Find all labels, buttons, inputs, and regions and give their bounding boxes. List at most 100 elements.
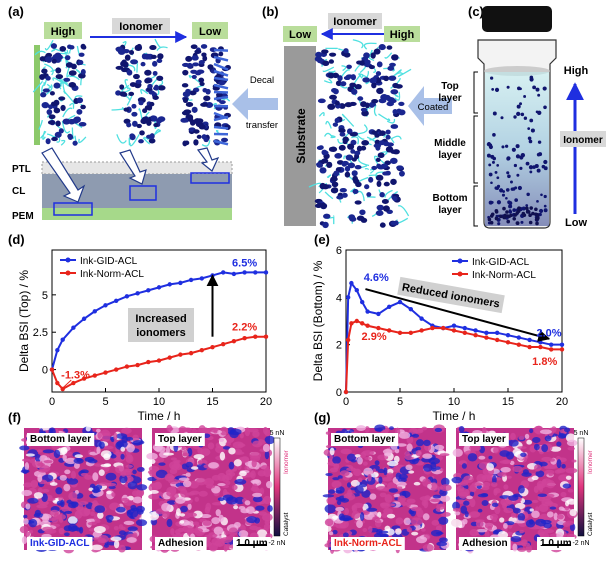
ink-particle <box>506 188 510 192</box>
catalyst-particle <box>152 61 157 67</box>
y-axis-label: Delta BSI (Bottom) / % <box>311 260 325 381</box>
catalyst-particle <box>347 143 354 149</box>
data-point <box>419 316 423 320</box>
x-tick-label: 20 <box>260 396 272 408</box>
ink-particle <box>506 156 510 160</box>
ink-particle <box>516 144 520 148</box>
catalyst-particle <box>133 74 140 79</box>
sediment-particle <box>488 218 492 222</box>
catalyst-particle <box>51 43 57 49</box>
data-point <box>55 348 59 352</box>
ink-particle <box>526 193 529 196</box>
catalyst-particle <box>130 134 136 140</box>
colorbar-ionomer: Ionomer <box>283 449 290 474</box>
catalyst-particle <box>391 54 399 60</box>
colorbar <box>578 438 584 536</box>
top-layer-label: Top layer <box>462 434 506 445</box>
catalyst-particle <box>329 53 336 57</box>
top-layer-label: Top layer <box>158 434 202 445</box>
data-point <box>114 367 118 371</box>
sediment-particle <box>517 209 521 213</box>
y-tick-label: 2 <box>336 340 342 352</box>
data-point <box>82 317 86 321</box>
legend-label: Ink-GID-ACL <box>80 256 138 267</box>
catalyst-particle <box>335 118 340 123</box>
sediment-particle <box>525 206 529 210</box>
catalyst-particle <box>385 95 391 100</box>
x-tick-label: 20 <box>556 396 568 408</box>
catalyst-particle <box>387 45 393 49</box>
ink-particle <box>489 143 492 146</box>
ink-particle <box>536 200 539 203</box>
catalyst-particle <box>371 52 376 58</box>
catalyst-particle <box>136 124 141 128</box>
catalyst-particle <box>45 56 52 62</box>
bottom-layer-label-1: Bottom <box>433 193 468 204</box>
data-point <box>168 355 172 359</box>
data-point <box>114 299 118 303</box>
catalyst-particle <box>319 167 326 173</box>
data-point <box>365 309 369 313</box>
catalyst-particle <box>386 130 391 135</box>
catalyst-particle <box>187 63 193 68</box>
catalyst-particle <box>316 162 322 166</box>
colorbar <box>274 438 280 536</box>
catalyst-particle <box>46 138 51 144</box>
catalyst-particle <box>346 65 352 69</box>
catalyst-particle <box>77 97 83 103</box>
catalyst-particle <box>315 52 322 58</box>
sediment-particle <box>522 212 526 216</box>
ptl-label: PTL <box>12 164 31 175</box>
catalyst-particle <box>339 145 346 151</box>
sediment-particle <box>509 214 513 218</box>
y-tick-label: 5 <box>42 290 48 302</box>
data-point <box>93 309 97 313</box>
catalyst-particle <box>383 141 390 146</box>
catalyst-particle <box>363 52 370 58</box>
value-annotation: 2.9% <box>362 331 387 343</box>
catalyst-particle <box>195 71 201 75</box>
ink-particle <box>532 165 536 169</box>
catalyst-particle <box>378 152 385 158</box>
pem-label: PEM <box>12 211 34 222</box>
catalyst-particle <box>49 114 56 119</box>
x-tick-label: 5 <box>102 396 108 408</box>
catalyst-particle <box>116 66 124 70</box>
catalyst-particle <box>396 165 403 170</box>
catalyst-particle <box>321 49 329 53</box>
colorbar-min: -2 nN <box>268 540 285 547</box>
catalyst-particle <box>122 60 127 65</box>
catalyst-particle <box>78 60 83 65</box>
catalyst-particle <box>69 70 77 76</box>
catalyst-particle <box>398 102 404 106</box>
catalyst-particle <box>390 89 398 94</box>
catalyst-particle <box>60 105 65 111</box>
decal-text-2: transfer <box>246 120 278 131</box>
catalyst-particle <box>68 134 73 140</box>
catalyst-particle <box>124 107 130 111</box>
ink-particle <box>496 176 499 179</box>
catalyst-particle <box>152 95 158 99</box>
catalyst-particle <box>355 200 362 204</box>
bottom-layer-label: Bottom layer <box>30 434 91 445</box>
catalyst-particle <box>384 182 390 187</box>
x-tick-label: 10 <box>448 396 460 408</box>
catalyst-particle <box>326 162 332 168</box>
bottom-layer-label-2: layer <box>438 205 461 216</box>
catalyst-particle <box>183 98 188 103</box>
catalyst-particle <box>151 115 156 121</box>
catalyst-particle <box>144 70 151 76</box>
catalyst-particle <box>150 133 155 139</box>
data-point <box>264 334 268 338</box>
b-low-label: Low <box>289 29 311 41</box>
catalyst-particle <box>197 135 202 139</box>
catalyst-particle <box>200 103 208 107</box>
b-ionomer-label: Ionomer <box>333 16 377 28</box>
data-point <box>103 370 107 374</box>
data-point <box>135 291 139 295</box>
ink-particle <box>512 208 516 212</box>
